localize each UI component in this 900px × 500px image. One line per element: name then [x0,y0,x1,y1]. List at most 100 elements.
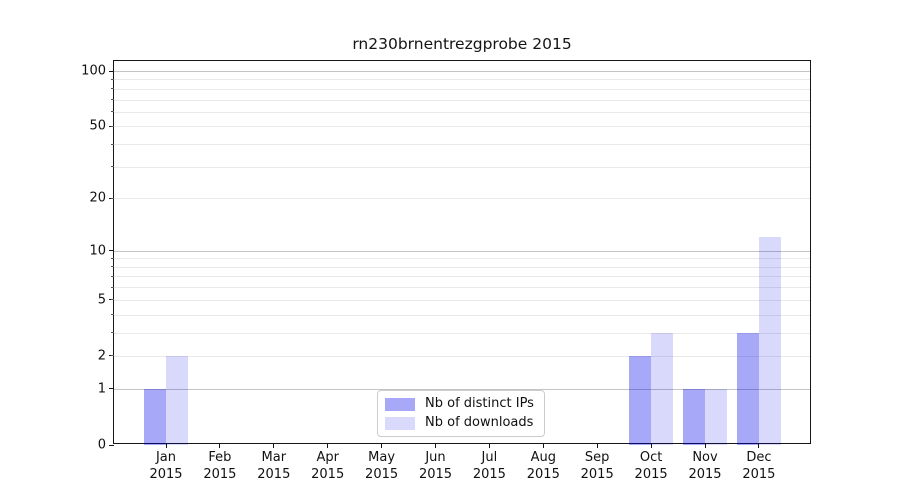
x-tick-month: Dec [746,450,772,465]
y-tick-label: 1 [97,381,106,397]
y-minor-tick [111,111,114,113]
x-tick [650,443,652,448]
bar-downloads [758,237,781,445]
y-minor-tick [111,143,114,145]
x-tick [435,443,436,448]
y-minor-tick [111,266,114,268]
bar-distinct-ips [736,332,759,445]
gridline-minor [114,126,810,128]
x-tick [327,443,329,448]
legend-label-distinct-ips: Nb of distinct IPs [425,396,534,411]
legend-label-downloads: Nb of downloads [425,415,534,430]
x-tick-label: Jan 2015 [149,449,182,483]
chart-title: rn230brnentrezgprobe 2015 [352,35,572,53]
y-minor-tick [111,166,114,168]
y-tick [109,250,114,252]
x-tick-month: Oct [639,450,663,465]
gridline-minor [114,258,810,260]
x-tick-month: Feb [208,450,232,465]
x-tick-year: 2015 [311,467,345,482]
x-tick-label: Nov 2015 [688,449,721,483]
x-tick-month: Apr [316,450,339,465]
x-tick-year: 2015 [203,467,237,482]
x-tick-year: 2015 [149,467,183,482]
y-minor-tick [111,299,114,301]
gridline-minor [114,99,810,101]
x-tick [596,443,598,448]
gridline-minor [114,198,810,200]
x-tick [273,443,275,448]
gridline-minor [114,88,810,90]
gridline-minor [114,144,810,146]
y-tick-label: 100 [81,63,106,79]
x-tick-year: 2015 [257,467,291,482]
y-tick [109,388,114,390]
x-tick-label: Jun 2015 [419,449,452,483]
gridline-minor [114,314,810,316]
x-tick [542,443,544,448]
y-minor-tick [111,88,114,90]
y-tick-label: 50 [89,118,106,134]
y-minor-tick [111,286,114,288]
y-minor-tick [111,125,114,127]
y-minor-tick [111,197,114,199]
x-tick-month: Nov [692,450,718,465]
x-tick-label: Dec 2015 [742,449,775,483]
legend-item-downloads: Nb of downloads [385,415,534,431]
x-tick-year: 2015 [472,467,506,482]
gridline-minor [114,111,810,113]
gridline-minor [114,79,810,81]
x-tick-year: 2015 [580,467,614,482]
x-tick [165,443,167,448]
x-tick-label: Feb 2015 [203,449,236,483]
gridline-minor [114,166,810,168]
bar-distinct-ips [144,388,166,445]
gridline-minor [114,299,810,301]
legend: Nb of distinct IPs Nb of downloads [377,390,545,437]
x-tick [381,443,383,448]
gridline-minor [114,276,810,278]
gridline-minor [114,332,810,334]
bar-downloads [166,355,188,445]
x-tick-label: Sep 2015 [581,449,614,483]
x-tick [704,443,706,448]
plot-area: 0 1 2 5 10 20 50 100 Jan 2015 Feb 2015 Mar 2015 Apr 201… [81,60,811,482]
y-minor-tick [111,99,114,101]
x-tick-label: Apr 2015 [311,449,344,483]
y-tick [109,444,114,446]
y-minor-tick [111,257,114,259]
x-tick-month: May [368,450,396,465]
x-tick-label: Aug 2015 [527,449,560,483]
x-tick-label: Jul 2015 [473,449,506,483]
y-tick [109,70,114,72]
bar-downloads [705,388,727,445]
x-tick [488,443,490,448]
x-tick-month: Aug [530,450,556,465]
bar-distinct-ips [629,355,652,445]
y-minor-tick [111,355,114,357]
y-tick-label: 10 [89,243,106,259]
y-minor-tick [111,275,114,277]
x-tick-year: 2015 [418,467,453,482]
bar-distinct-ips [683,388,705,445]
gridline-minor [114,287,810,289]
legend-swatch-downloads [385,416,415,430]
x-tick [758,443,760,448]
y-minor-tick [111,332,114,334]
gridline-major [114,250,810,252]
x-tick-year: 2015 [634,467,668,482]
y-tick-label: 0 [97,437,106,453]
y-tick-label: 2 [97,348,106,364]
x-tick [219,443,221,448]
x-tick-month: Jul [481,450,498,465]
x-tick-month: Jan [155,450,177,465]
legend-item-distinct-ips: Nb of distinct IPs [385,396,534,412]
y-tick-label: 5 [97,292,106,308]
x-tick-year: 2015 [526,467,560,482]
y-minor-tick [111,314,114,316]
x-tick-month: Jun [425,450,446,465]
x-tick-label: May 2015 [365,449,398,483]
x-tick-month: Sep [584,450,610,465]
legend-swatch-distinct-ips [385,397,415,411]
